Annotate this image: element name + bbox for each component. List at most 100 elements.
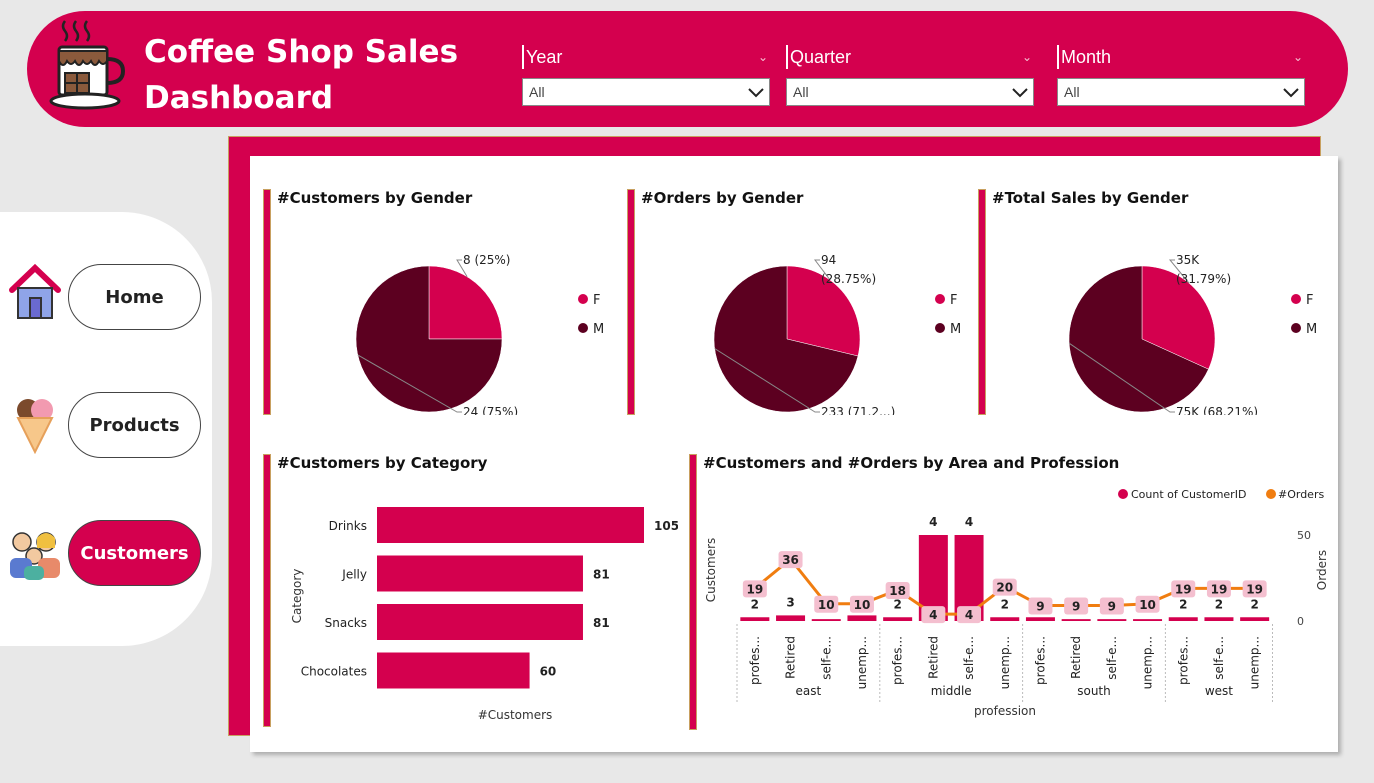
line-label-bg bbox=[1028, 597, 1053, 615]
area-group-label: south bbox=[1077, 684, 1111, 698]
bar-data-label: 4 bbox=[965, 515, 973, 529]
category-bar bbox=[377, 555, 583, 592]
area-profession-title: #Customers and #Orders by Area and Profe… bbox=[703, 454, 1120, 472]
customers-gender-title: #Customers by Gender bbox=[277, 189, 473, 207]
area-group-label: west bbox=[1205, 684, 1233, 698]
chevron-down-icon[interactable]: ⌄ bbox=[1021, 50, 1032, 64]
pie-data-label-2: (31.79%) bbox=[1176, 272, 1231, 286]
x-axis-title: profession bbox=[974, 704, 1036, 718]
bar-data-label: 2 bbox=[1250, 597, 1258, 611]
sales-gender-visual[interactable]: #Total Sales by Gender 35K (31.79%) 75K (6… bbox=[978, 189, 1328, 415]
profession-axis-label: profes... bbox=[891, 636, 905, 685]
right-axis-tick: 50 bbox=[1297, 529, 1311, 542]
nav-customers-button[interactable]: Customers bbox=[68, 520, 201, 586]
profession-axis-label: Retired bbox=[784, 636, 798, 679]
year-dropdown-value: All bbox=[529, 84, 545, 100]
nav-home-button[interactable]: Home bbox=[68, 264, 201, 330]
profession-axis-label: self-e... bbox=[1212, 636, 1226, 680]
customers-gender-visual[interactable]: #Customers by Gender 8 (25%) 24 (75%) F M bbox=[263, 189, 613, 415]
line-label-bg bbox=[885, 582, 910, 600]
area-profession-visual[interactable]: #Customers and #Orders by Area and Profe… bbox=[689, 454, 1332, 730]
line-label-bg bbox=[849, 595, 874, 613]
customers-bar bbox=[990, 617, 1020, 621]
line-label-bg bbox=[957, 606, 982, 624]
orders-gender-visual[interactable]: #Orders by Gender 94 (28.75%) 233 (71.2...… bbox=[627, 189, 972, 415]
quarter-dropdown[interactable]: All bbox=[786, 78, 1034, 106]
people-icon bbox=[10, 532, 60, 580]
chevron-down-icon[interactable]: ⌄ bbox=[757, 50, 768, 64]
pie-slice-m bbox=[713, 265, 859, 413]
quarter-dropdown-value: All bbox=[793, 84, 809, 100]
pie-data-label: 24 (75%) bbox=[463, 405, 518, 415]
area-group-label: east bbox=[796, 684, 822, 698]
customers-gender-pie[interactable]: 8 (25%) 24 (75%) FM bbox=[263, 189, 613, 415]
pie-leader-line bbox=[357, 354, 462, 413]
line-data-label: 19 bbox=[746, 582, 763, 596]
line-label-bg bbox=[1171, 580, 1196, 598]
chevron-down-icon[interactable]: ⌄ bbox=[1292, 50, 1303, 64]
line-label-bg bbox=[921, 606, 946, 624]
category-bar bbox=[377, 652, 530, 689]
legend-label-m: M bbox=[950, 322, 961, 337]
profession-axis-label: profes... bbox=[1176, 636, 1190, 685]
legend-marker-f bbox=[1291, 294, 1301, 304]
bar-data-label: 81 bbox=[593, 568, 610, 582]
line-label-bg bbox=[742, 580, 767, 598]
area-profession-chart[interactable]: Count of CustomerID #Orders 50 0 Orders Custo… bbox=[689, 454, 1332, 730]
content-panel: #Customers by Gender 8 (25%) 24 (75%) F M #… bbox=[250, 156, 1338, 752]
pie-data-label: 8 (25%) bbox=[463, 253, 510, 267]
legend-marker-customers bbox=[1118, 489, 1128, 499]
pie-slice-f bbox=[428, 265, 503, 340]
category-axis-label: Jelly bbox=[341, 568, 367, 582]
profession-axis-label: profes... bbox=[1033, 636, 1047, 685]
orders-gender-pie[interactable]: 94 (28.75%) 233 (71.2...) FM bbox=[627, 189, 972, 415]
month-dropdown[interactable]: All bbox=[1057, 78, 1305, 106]
line-data-label: 10 bbox=[854, 598, 871, 612]
line-label-bg bbox=[1206, 580, 1231, 598]
month-dropdown-value: All bbox=[1064, 84, 1080, 100]
customers-bar bbox=[883, 617, 913, 621]
month-slicer-label: Month bbox=[1061, 46, 1112, 67]
pie-slice-f bbox=[1141, 265, 1216, 370]
quarter-slicer-label: Quarter bbox=[790, 46, 852, 67]
month-slicer[interactable]: Month ⌄ All bbox=[1057, 45, 1305, 106]
line-data-label: 9 bbox=[1036, 600, 1044, 614]
profession-axis-label: Retired bbox=[926, 636, 940, 679]
bar-data-label: 105 bbox=[654, 519, 678, 533]
year-slicer[interactable]: Year ⌄ All bbox=[522, 45, 770, 106]
customers-category-visual[interactable]: #Customers by Category Drinks 105 Jelly 81 S… bbox=[263, 454, 678, 727]
sales-gender-pie[interactable]: 35K (31.79%) 75K (68.21%) FM bbox=[978, 189, 1328, 415]
quarter-slicer[interactable]: Quarter ⌄ All bbox=[786, 45, 1034, 106]
category-axis-label: Drinks bbox=[329, 519, 367, 533]
line-data-label: 4 bbox=[965, 608, 973, 622]
right-axis-title: Orders bbox=[1315, 550, 1329, 590]
profession-axis-label: self-e... bbox=[1105, 636, 1119, 680]
nav-products-label: Products bbox=[89, 414, 180, 436]
customers-bar bbox=[1097, 619, 1127, 621]
right-axis-tick: 0 bbox=[1297, 615, 1304, 628]
year-dropdown[interactable]: All bbox=[522, 78, 770, 106]
dashboard-title: Coffee Shop Sales Dashboard bbox=[144, 34, 459, 116]
nav-customers-label: Customers bbox=[80, 542, 189, 564]
category-axis-label: Chocolates bbox=[301, 665, 367, 679]
customers-bar bbox=[1168, 617, 1198, 621]
customers-bar bbox=[847, 615, 877, 621]
line-data-label: 18 bbox=[889, 584, 906, 598]
line-label-bg bbox=[1135, 595, 1160, 613]
legend-label-f: F bbox=[950, 293, 957, 308]
line-label-bg bbox=[778, 551, 803, 569]
left-axis-title: Customers bbox=[704, 538, 718, 603]
category-bar bbox=[377, 604, 583, 640]
nav-home-label: Home bbox=[105, 286, 164, 308]
pie-slice-f bbox=[786, 265, 861, 357]
nav-products-button[interactable]: Products bbox=[68, 392, 201, 458]
customers-category-chart[interactable]: Drinks 105 Jelly 81 Snacks 81 Chocolates 60 #Cus… bbox=[263, 454, 678, 727]
pie-leader-line bbox=[1168, 259, 1190, 284]
pie-slice-m bbox=[1068, 265, 1209, 413]
profession-axis-label: self-e... bbox=[819, 636, 833, 680]
customers-bar bbox=[1025, 617, 1055, 621]
chevron-down-icon bbox=[1012, 88, 1028, 98]
customers-bar bbox=[1204, 617, 1234, 621]
pie-leader-line bbox=[714, 348, 820, 413]
line-label-bg bbox=[1064, 597, 1089, 615]
